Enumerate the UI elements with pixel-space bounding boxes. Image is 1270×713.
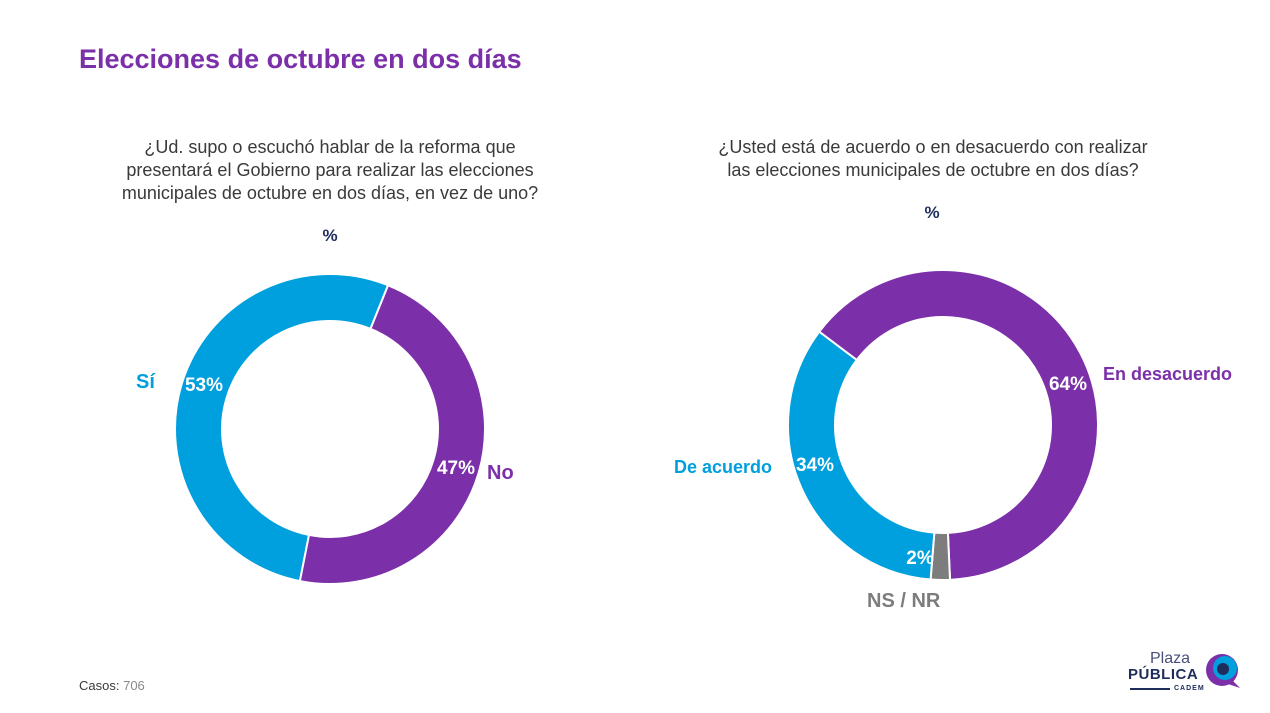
chart1-value-label-no: 47% bbox=[437, 458, 475, 479]
chart2-value-label-de-acuerdo: 34% bbox=[796, 455, 834, 476]
page-title: Elecciones de octubre en dos días bbox=[79, 44, 522, 74]
speech-bubble-icon bbox=[1206, 654, 1240, 688]
plaza-publica-logo: Plaza PÚBLICA CADEM bbox=[1124, 648, 1244, 696]
chart1-slice-si bbox=[174, 273, 390, 583]
logo-line2: PÚBLICA bbox=[1128, 666, 1199, 683]
chart2-category-nsnr: NS / NR bbox=[867, 590, 941, 612]
casos-label: Casos bbox=[79, 678, 116, 693]
chart1-slice-no bbox=[298, 283, 486, 585]
chart1-unit: % bbox=[322, 226, 338, 245]
chart2-category-desacuerdo: En desacuerdo bbox=[1103, 364, 1233, 384]
chart1-question: ¿Ud. supo o escuchó hablar de la reforma… bbox=[121, 137, 539, 203]
chart2-question: ¿Usted está de acuerdo o en desacuerdo c… bbox=[718, 137, 1148, 180]
logo-rule bbox=[1130, 688, 1170, 690]
chart2-slice-de-acuerdo bbox=[787, 330, 936, 581]
chart1-category-si: Sí bbox=[136, 371, 155, 393]
chart2-value-label-en-desacuerdo: 64% bbox=[1049, 374, 1087, 395]
logo-line1: Plaza bbox=[1149, 650, 1190, 667]
sample-size: Casos: 706 bbox=[79, 678, 145, 693]
chart2-category-acuerdo: De acuerdo bbox=[674, 457, 773, 477]
chart1-value-label-si: 53% bbox=[185, 375, 223, 396]
chart1-category-no: No bbox=[487, 462, 514, 484]
casos-value: 706 bbox=[123, 678, 145, 693]
chart2-unit: % bbox=[924, 203, 940, 222]
logo-line3: CADEM bbox=[1174, 685, 1205, 692]
chart2-value-label-ns-nr: 2% bbox=[906, 548, 934, 569]
chart2-slice-en-desacuerdo bbox=[817, 269, 1099, 581]
